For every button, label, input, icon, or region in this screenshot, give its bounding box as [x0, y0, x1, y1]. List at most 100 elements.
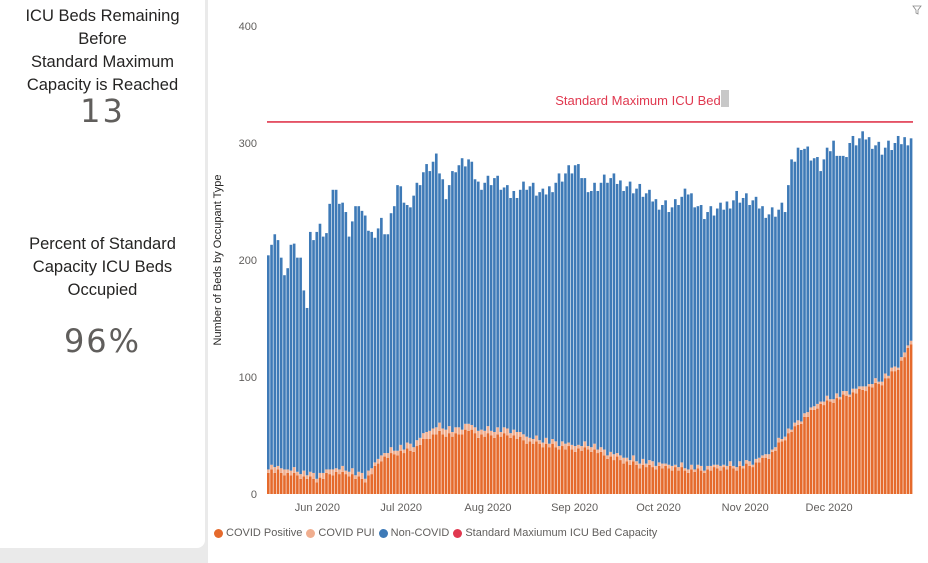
bar-covid-positive[interactable] — [444, 436, 448, 494]
bar-covid-positive[interactable] — [686, 472, 690, 494]
bar-covid-pui[interactable] — [880, 381, 884, 386]
bar-covid-positive[interactable] — [528, 441, 532, 494]
bar-covid-pui[interactable] — [722, 464, 726, 468]
bar-non-covid[interactable] — [619, 180, 622, 456]
bar-covid-positive[interactable] — [644, 467, 648, 494]
bar-non-covid[interactable] — [441, 179, 445, 429]
bar-covid-positive[interactable] — [473, 433, 477, 494]
bar-non-covid[interactable] — [819, 171, 822, 402]
bar-covid-positive[interactable] — [267, 472, 270, 494]
bar-covid-pui[interactable] — [544, 437, 548, 444]
bar-non-covid[interactable] — [861, 131, 864, 387]
bar-covid-pui[interactable] — [535, 435, 538, 442]
bar-non-covid[interactable] — [489, 185, 493, 431]
bar-covid-positive[interactable] — [392, 454, 396, 494]
bar-covid-pui[interactable] — [425, 431, 428, 440]
legend-item-covid-positive[interactable]: COVID Positive — [214, 527, 302, 539]
bar-covid-pui[interactable] — [480, 429, 483, 435]
bar-covid-positive[interactable] — [415, 446, 419, 494]
bar-non-covid[interactable] — [292, 243, 296, 468]
bar-non-covid[interactable] — [315, 231, 319, 479]
bar-covid-positive[interactable] — [518, 436, 522, 494]
bar-non-covid[interactable] — [896, 135, 900, 368]
bar-covid-positive[interactable] — [770, 451, 774, 494]
bar-non-covid[interactable] — [467, 159, 470, 424]
bar-covid-pui[interactable] — [641, 458, 645, 465]
bar-non-covid[interactable] — [848, 143, 852, 395]
bar-covid-positive[interactable] — [338, 474, 341, 494]
bar-covid-pui[interactable] — [803, 413, 806, 417]
bar-covid-pui[interactable] — [473, 427, 477, 434]
bar-covid-pui[interactable] — [683, 468, 687, 471]
bar-covid-positive[interactable] — [502, 433, 506, 494]
bar-non-covid[interactable] — [528, 186, 532, 438]
bar-covid-positive[interactable] — [706, 469, 709, 494]
bar-covid-pui[interactable] — [709, 465, 713, 471]
bar-non-covid[interactable] — [867, 137, 871, 385]
bar-covid-pui[interactable] — [399, 444, 403, 451]
bar-non-covid[interactable] — [883, 147, 887, 374]
bar-covid-positive[interactable] — [596, 453, 600, 494]
bar-covid-pui[interactable] — [799, 421, 803, 424]
bar-non-covid[interactable] — [829, 151, 832, 400]
bar-covid-pui[interactable] — [367, 470, 370, 476]
bar-covid-positive[interactable] — [748, 465, 751, 494]
bar-non-covid[interactable] — [357, 206, 361, 472]
bar-non-covid[interactable] — [399, 186, 403, 445]
bar-non-covid[interactable] — [667, 212, 671, 465]
bar-non-covid[interactable] — [392, 206, 396, 451]
bar-non-covid[interactable] — [383, 234, 386, 454]
bar-covid-positive[interactable] — [722, 467, 726, 494]
bar-covid-pui[interactable] — [350, 468, 354, 475]
bar-covid-positive[interactable] — [354, 478, 357, 494]
bar-covid-positive[interactable] — [715, 468, 719, 494]
bar-non-covid[interactable] — [279, 257, 283, 469]
bar-covid-pui[interactable] — [796, 420, 800, 425]
bar-non-covid[interactable] — [564, 173, 567, 444]
bar-covid-positive[interactable] — [476, 437, 480, 494]
bar-covid-positive[interactable] — [625, 461, 629, 494]
bar-covid-positive[interactable] — [305, 478, 309, 494]
scroll-handle[interactable] — [721, 90, 729, 107]
bar-covid-pui[interactable] — [451, 431, 454, 437]
bar-covid-pui[interactable] — [877, 381, 881, 385]
bar-covid-pui[interactable] — [651, 461, 654, 468]
bar-non-covid[interactable] — [286, 268, 290, 470]
bar-covid-positive[interactable] — [793, 426, 797, 494]
bar-non-covid[interactable] — [880, 154, 884, 382]
bar-non-covid[interactable] — [696, 206, 700, 465]
bar-covid-pui[interactable] — [871, 384, 874, 388]
bar-covid-pui[interactable] — [338, 469, 341, 475]
bar-covid-pui[interactable] — [522, 434, 525, 441]
bar-non-covid[interactable] — [593, 182, 596, 444]
bar-covid-positive[interactable] — [447, 433, 451, 494]
bar-covid-positive[interactable] — [615, 456, 619, 494]
bar-covid-pui[interactable] — [644, 463, 648, 468]
bar-covid-pui[interactable] — [909, 340, 913, 345]
bar-non-covid[interactable] — [302, 290, 306, 471]
bar-covid-positive[interactable] — [890, 371, 894, 494]
bar-covid-positive[interactable] — [551, 443, 554, 494]
bar-covid-pui[interactable] — [267, 469, 270, 473]
bar-covid-pui[interactable] — [489, 430, 493, 436]
bar-non-covid[interactable] — [615, 183, 619, 454]
bar-covid-positive[interactable] — [418, 444, 422, 494]
bar-covid-pui[interactable] — [557, 446, 561, 450]
bar-covid-positive[interactable] — [399, 450, 403, 494]
bar-non-covid[interactable] — [338, 203, 341, 470]
bar-non-covid[interactable] — [783, 212, 787, 437]
bar-non-covid[interactable] — [328, 203, 331, 470]
bar-covid-pui[interactable] — [638, 463, 642, 469]
bar-covid-positive[interactable] — [858, 388, 861, 494]
bar-non-covid[interactable] — [887, 140, 890, 376]
bar-covid-positive[interactable] — [909, 344, 913, 494]
bar-covid-positive[interactable] — [906, 347, 910, 494]
bar-covid-positive[interactable] — [283, 475, 286, 494]
bar-covid-positive[interactable] — [712, 467, 716, 494]
bar-non-covid[interactable] — [686, 194, 690, 470]
bar-covid-positive[interactable] — [308, 476, 312, 494]
bar-covid-pui[interactable] — [896, 367, 900, 370]
bar-covid-pui[interactable] — [654, 465, 658, 470]
bar-covid-positive[interactable] — [835, 398, 839, 494]
bar-non-covid[interactable] — [515, 197, 519, 432]
